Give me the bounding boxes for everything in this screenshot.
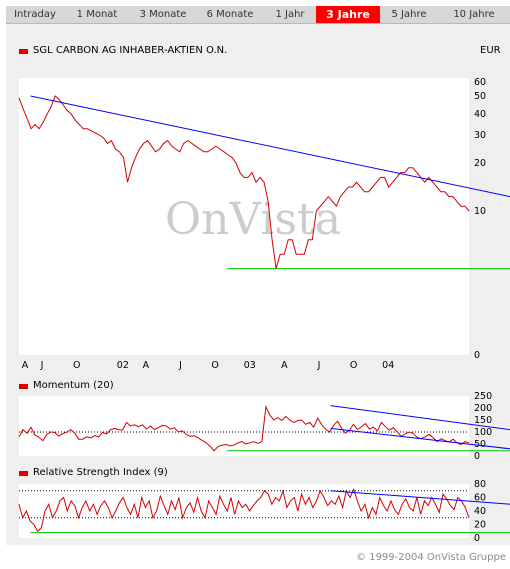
- rsi-chart-title: Relative Strength Index (9): [33, 467, 168, 478]
- tab-5-jahre[interactable]: 5 Jahre: [391, 9, 427, 20]
- price-chart-title: SGL CARBON AG INHABER-AKTIEN O.N.: [33, 45, 228, 56]
- period-tab-bar: Intraday 1 Monat 3 Monate 6 Monate 1 Jah…: [6, 6, 510, 24]
- price-x-tick: J: [40, 360, 44, 371]
- price-x-tick: A: [143, 360, 150, 371]
- watermark: OnVista: [165, 194, 341, 245]
- tab-1-monat[interactable]: 1 Monat: [76, 9, 118, 20]
- price-x-tick: A: [281, 360, 288, 371]
- price-x-tick: J: [317, 360, 321, 371]
- rsi-series-line: [18, 488, 470, 533]
- price-y-tick: 10: [474, 206, 486, 217]
- price-legend-swatch: [19, 49, 28, 54]
- price-y-tick: 60: [474, 77, 486, 88]
- price-y-tick: 40: [474, 109, 486, 120]
- price-y-tick: 20: [474, 158, 486, 169]
- momentum-plot-area: [19, 396, 469, 456]
- price-plot-area: [19, 78, 469, 355]
- price-x-tick: O: [211, 360, 218, 371]
- momentum-y-tick: 0: [474, 451, 480, 462]
- rsi-chart: 0 20 40 60 80: [18, 479, 510, 544]
- price-x-tick: 03: [244, 360, 256, 371]
- price-y-tick: 50: [474, 91, 486, 102]
- price-x-tick: J: [178, 360, 182, 371]
- momentum-chart-title: Momentum (20): [33, 380, 114, 391]
- tab-3-jahre[interactable]: 3 Jahre: [316, 6, 380, 23]
- tab-6-monate[interactable]: 6 Monate: [206, 9, 254, 20]
- tab-1-jahr[interactable]: 1 Jahr: [275, 9, 305, 20]
- price-x-tick: O: [73, 360, 80, 371]
- price-trendline: [30, 95, 510, 198]
- momentum-y-tick: 50: [474, 439, 486, 450]
- momentum-series-line: [18, 405, 470, 452]
- momentum-y-tick: 250: [474, 391, 492, 402]
- price-series-line: [18, 95, 470, 269]
- rsi-y-tick: 40: [474, 506, 486, 517]
- price-x-tick: 02: [117, 360, 129, 371]
- momentum-y-tick: 100: [474, 427, 492, 438]
- price-y-tick: 0: [474, 350, 480, 361]
- rsi-y-tick: 20: [474, 520, 486, 531]
- rsi-trendline: [330, 490, 510, 505]
- momentum-y-tick: 150: [474, 415, 492, 426]
- price-x-tick: O: [350, 360, 357, 371]
- tab-3-monate[interactable]: 3 Monate: [139, 9, 187, 20]
- price-y-tick: 30: [474, 130, 486, 141]
- tab-10-jahre[interactable]: 10 Jahre: [453, 9, 495, 20]
- tab-intraday[interactable]: Intraday: [14, 9, 56, 20]
- momentum-legend-swatch: [19, 384, 28, 389]
- rsi-y-tick: 0: [474, 533, 480, 544]
- copyright-text: © 1999-2004 OnVista Gruppe: [356, 552, 506, 563]
- momentum-trendline: [330, 405, 510, 431]
- rsi-y-tick: 60: [474, 493, 486, 504]
- price-x-tick: A: [22, 360, 29, 371]
- price-x-tick: 04: [382, 360, 394, 371]
- momentum-y-tick: 200: [474, 403, 492, 414]
- rsi-legend-swatch: [19, 471, 28, 476]
- rsi-plot-area: [19, 484, 469, 538]
- rsi-y-tick: 80: [474, 479, 486, 490]
- currency-label: EUR: [480, 45, 501, 56]
- momentum-trendline: [330, 427, 510, 450]
